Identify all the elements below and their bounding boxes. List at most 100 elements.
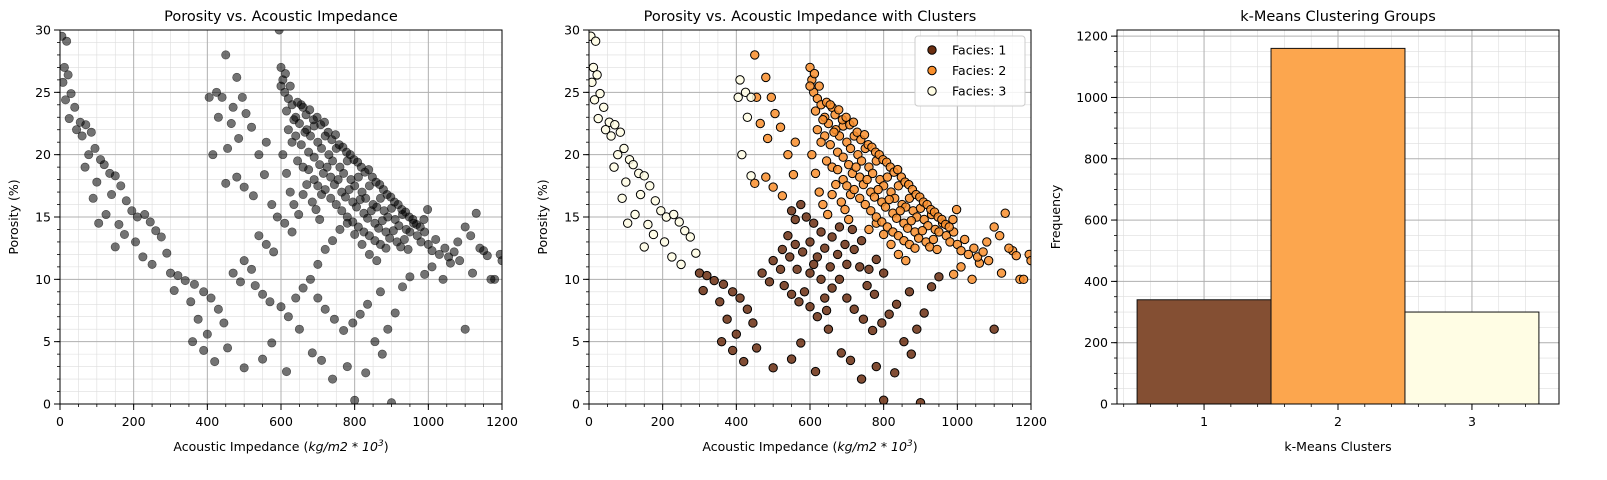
data-point	[232, 172, 242, 182]
data-point	[151, 226, 161, 236]
data-point	[302, 180, 312, 190]
data-point	[849, 244, 859, 255]
data-point	[189, 279, 199, 289]
data-point	[390, 308, 400, 318]
x-tick-label: 2	[1334, 414, 1342, 429]
data-point	[86, 127, 96, 137]
data-point	[762, 133, 773, 144]
data-point	[385, 233, 395, 243]
data-point	[621, 177, 631, 187]
data-point	[340, 192, 350, 202]
data-point	[77, 131, 87, 141]
data-point	[66, 89, 76, 99]
data-point	[280, 218, 290, 228]
data-point	[99, 160, 109, 170]
data-point	[609, 162, 619, 172]
data-point	[821, 305, 832, 316]
data-point	[807, 149, 817, 160]
data-point	[882, 172, 893, 182]
data-point	[797, 247, 808, 257]
data-point	[956, 245, 966, 256]
data-point	[313, 181, 323, 191]
data-point	[790, 137, 800, 147]
data-point	[906, 216, 916, 226]
data-point	[827, 232, 837, 242]
data-point	[377, 349, 387, 359]
data-point	[867, 325, 878, 336]
data-point	[890, 368, 900, 378]
data-point	[805, 81, 815, 91]
data-point	[63, 70, 73, 80]
data-point	[866, 206, 876, 216]
x-tick-label: 400	[724, 414, 748, 429]
data-point	[261, 239, 271, 249]
data-point	[287, 137, 297, 147]
data-point	[948, 214, 958, 225]
data-point	[387, 398, 396, 404]
data-point	[101, 210, 111, 220]
data-point	[796, 199, 806, 210]
x-axis-label: Acoustic Impedance (kg/m2 * 103)	[702, 439, 917, 454]
data-point	[788, 169, 799, 180]
data-point	[383, 324, 393, 334]
data-point	[289, 115, 299, 125]
axis-ticks: 0 5 10 15 20 25 30 0 200 400 600 800 1000 1200	[35, 23, 518, 430]
data-point	[864, 224, 874, 235]
data-point	[917, 226, 928, 236]
data-point	[475, 243, 485, 253]
x-axis-label-sup: 3	[378, 439, 384, 449]
data-point	[110, 242, 120, 252]
data-point	[650, 196, 660, 206]
data-point	[372, 256, 382, 266]
data-point	[845, 355, 856, 366]
data-point	[794, 297, 804, 307]
data-point	[328, 156, 338, 166]
data-point	[989, 222, 999, 232]
data-point	[283, 125, 293, 135]
data-point	[893, 249, 904, 260]
data-point	[285, 187, 295, 197]
data-point	[956, 262, 966, 272]
y-axis-label: Porosity (%)	[6, 179, 21, 254]
data-point	[352, 202, 362, 212]
data-point	[878, 229, 889, 240]
data-point	[840, 204, 850, 215]
data-point	[869, 192, 880, 202]
data-point	[294, 210, 304, 220]
data-point	[805, 62, 815, 73]
data-point	[742, 112, 753, 122]
data-point	[786, 206, 797, 216]
data-point	[748, 318, 758, 328]
data-point	[989, 324, 999, 334]
data-point	[805, 302, 815, 312]
data-point	[232, 72, 242, 82]
legend-marker	[927, 65, 937, 76]
bar-panel-cluster-counts: k-Means Clustering Groups Frequency k-Me…	[1048, 9, 1560, 454]
data-point	[635, 189, 646, 200]
y-tick-label: 0	[1100, 397, 1108, 412]
data-point	[855, 193, 865, 204]
data-point	[274, 30, 284, 35]
y-tick-label: 25	[35, 85, 51, 100]
data-point	[116, 181, 126, 191]
data-point	[280, 69, 290, 79]
data-point	[691, 248, 701, 258]
data-point	[904, 287, 915, 297]
data-point	[199, 345, 209, 355]
data-point	[261, 137, 271, 147]
data-point	[1018, 274, 1029, 285]
data-point	[764, 277, 775, 287]
data-point	[982, 237, 992, 247]
y-tick-label: 5	[43, 334, 51, 349]
x-tick-label: 1200	[486, 414, 518, 429]
data-point	[350, 395, 360, 404]
data-point	[173, 271, 183, 281]
data-point	[276, 302, 286, 312]
data-point	[186, 297, 196, 307]
data-point	[735, 293, 745, 303]
chart-title: Porosity vs. Acoustic Impedance	[164, 9, 398, 25]
data-point	[595, 88, 605, 99]
data-point	[377, 216, 387, 226]
data-point	[810, 106, 821, 116]
